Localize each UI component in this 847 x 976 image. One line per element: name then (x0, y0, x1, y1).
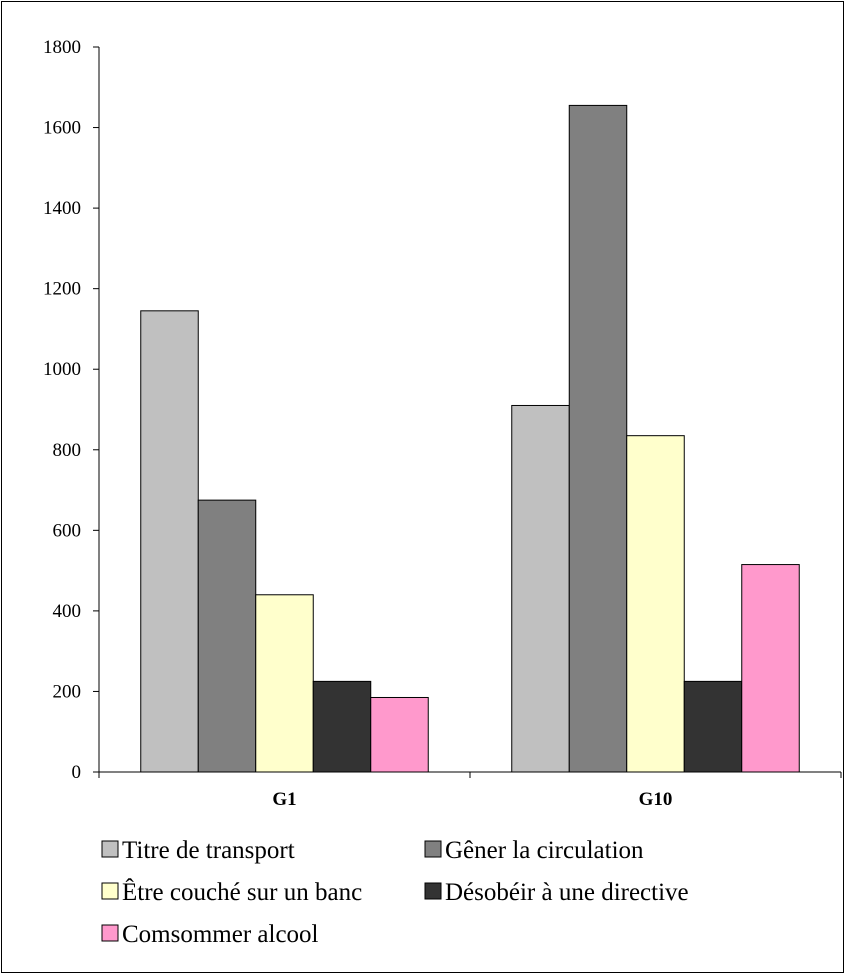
legend-label: Gêner la circulation (445, 837, 644, 864)
y-tick-label: 1200 (43, 279, 81, 300)
legend-swatch (424, 882, 442, 900)
bar-g1-series-3 (255, 594, 314, 773)
y-tick-label: 0 (72, 762, 82, 783)
y-tick-label: 1600 (43, 118, 81, 139)
legend-label: Titre de transport (122, 837, 295, 864)
y-tick-label: 600 (53, 520, 82, 541)
bar-g10-series-1 (511, 404, 570, 773)
y-tick-label: 1800 (43, 37, 81, 58)
legend-label: Désobéir à une directive (445, 879, 689, 906)
x-category-label: G10 (639, 789, 673, 810)
legend-swatch (101, 882, 119, 900)
bar-g10-series-5 (741, 564, 800, 773)
bar-g10-series-3 (626, 435, 685, 773)
bar-g10-series-4 (683, 680, 743, 773)
bar-g1-series-5 (370, 696, 429, 773)
legend-label: Comsommer alcool (122, 921, 319, 948)
bar-g10-series-2 (568, 104, 628, 773)
legend-swatch (101, 840, 119, 858)
bar-g1-series-4 (312, 680, 372, 773)
legend-swatch (101, 924, 119, 942)
legend-swatch (424, 840, 442, 858)
y-tick-label: 200 (53, 681, 82, 702)
x-category-label: G1 (272, 789, 296, 810)
bar-g1-series-2 (197, 499, 257, 773)
y-tick-label: 800 (53, 440, 82, 461)
y-tick-label: 400 (53, 601, 82, 622)
bar-g1-series-1 (140, 310, 199, 773)
legend-label: Être couché sur un banc (122, 878, 362, 906)
y-tick-label: 1400 (43, 198, 81, 219)
y-tick-label: 1000 (43, 359, 81, 380)
